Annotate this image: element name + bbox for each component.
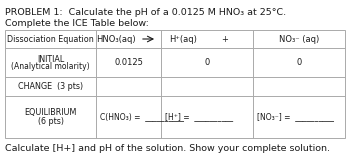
- Text: NO₃⁻ (aq): NO₃⁻ (aq): [279, 35, 319, 44]
- Text: PROBLEM 1:  Calculate the pH of a 0.0125 M HNO₃ at 25°C.: PROBLEM 1: Calculate the pH of a 0.0125 …: [5, 8, 286, 17]
- Text: [NO₃⁻] =  __________: [NO₃⁻] = __________: [257, 113, 334, 121]
- Text: H⁺(aq): H⁺(aq): [169, 35, 197, 44]
- Text: C(HNO₃) =  __________: C(HNO₃) = __________: [100, 113, 184, 121]
- Text: Complete the ICE Table below:: Complete the ICE Table below:: [5, 19, 149, 28]
- Text: [H⁺] =  __________: [H⁺] = __________: [165, 113, 233, 121]
- Text: EQUILIBRIUM: EQUILIBRIUM: [24, 108, 77, 118]
- Text: INITIAL: INITIAL: [37, 55, 64, 63]
- Text: (6 pts): (6 pts): [37, 117, 63, 125]
- Text: +: +: [221, 35, 228, 44]
- Text: 0.0125: 0.0125: [114, 58, 143, 67]
- Text: Dissociation Equation: Dissociation Equation: [7, 35, 94, 44]
- Text: CHANGE  (3 pts): CHANGE (3 pts): [18, 82, 83, 91]
- Text: 0: 0: [204, 58, 210, 67]
- Text: HNO₃(aq): HNO₃(aq): [96, 35, 136, 44]
- Text: 0: 0: [296, 58, 302, 67]
- Text: Calculate [H+] and pH of the solution. Show your complete solution.: Calculate [H+] and pH of the solution. S…: [5, 144, 330, 153]
- Bar: [5, 30, 345, 138]
- Text: (Analytical molarity): (Analytical molarity): [11, 62, 90, 71]
